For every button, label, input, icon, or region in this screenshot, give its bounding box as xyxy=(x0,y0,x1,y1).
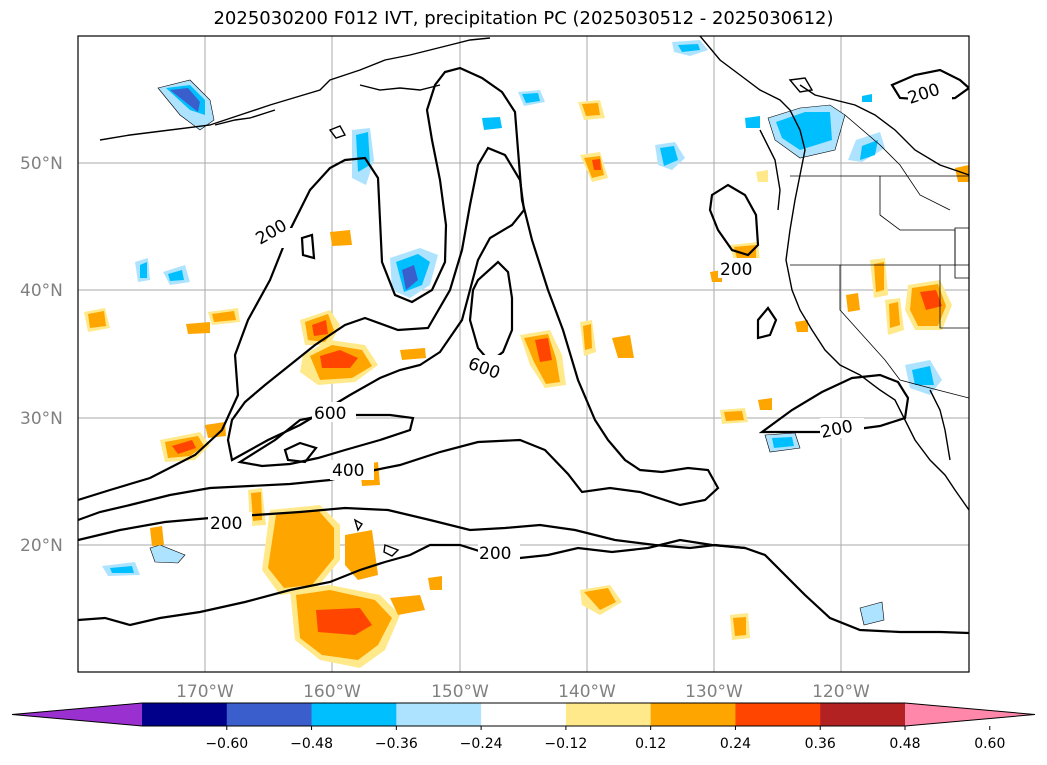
colorbar-swatch xyxy=(396,703,482,726)
colorbar-swatch xyxy=(142,703,228,726)
lat-label: 50°N xyxy=(20,154,63,174)
colorbar-swatch xyxy=(565,703,652,726)
colorbar-tick-label: 0.48 xyxy=(889,736,920,752)
latitude-labels: 50°N 40°N 30°N 20°N xyxy=(20,154,63,556)
lon-label: 120°W xyxy=(812,682,870,702)
political-borders xyxy=(790,114,969,399)
lat-label: 20°N xyxy=(20,536,63,556)
contour-label: 200 xyxy=(720,260,752,280)
map-content: 200 200 200 200 200 200 600 600 400 xyxy=(78,36,969,672)
colorbar-swatch xyxy=(311,703,397,726)
lon-label: 160°W xyxy=(303,682,361,702)
colorbar-tick-label: −0.36 xyxy=(375,736,418,752)
colorbar-tick-label: 0.36 xyxy=(805,736,836,752)
map-frame xyxy=(77,35,970,673)
coastlines xyxy=(99,36,969,557)
colorbar-swatch xyxy=(735,703,821,726)
lon-label: 170°W xyxy=(176,682,234,702)
ivt-contours xyxy=(78,66,969,635)
colorbar: −0.60 −0.48 −0.36 −0.24 −0.12 0.12 0.24 0.36 0.4… xyxy=(11,702,1036,752)
contour-label: 200 xyxy=(210,514,242,534)
colorbar-tick-label: 0.24 xyxy=(720,736,751,752)
contour-label: 600 xyxy=(314,404,346,424)
contour-label: 200 xyxy=(479,544,511,564)
colorbar-swatch xyxy=(226,703,313,726)
colorbar-tick-label: −0.24 xyxy=(460,736,503,752)
colorbar-tick-label: 0.60 xyxy=(974,736,1005,752)
lat-label: 30°N xyxy=(20,409,63,429)
contour-label: 400 xyxy=(332,461,364,481)
colorbar-outline xyxy=(11,702,1036,727)
colorbar-tick-label: −0.12 xyxy=(544,736,587,752)
lon-label: 130°W xyxy=(685,682,743,702)
colorbar-extend-low xyxy=(12,703,142,726)
colorbar-tick-label: 0.12 xyxy=(635,736,666,752)
colorbar-swatch xyxy=(820,703,906,726)
colorbar-extend-high xyxy=(905,703,1035,726)
map-title: 2025030200 F012 IVT, precipitation PC (2… xyxy=(213,8,834,29)
lat-label: 40°N xyxy=(20,281,63,301)
lon-label: 140°W xyxy=(558,682,616,702)
colorbar-swatch xyxy=(650,703,736,726)
colorbar-swatch xyxy=(481,703,567,726)
colorbar-tick-label: −0.48 xyxy=(290,736,333,752)
lon-label: 150°W xyxy=(431,682,489,702)
longitude-labels: 170°W 160°W 150°W 140°W 130°W 120°W xyxy=(176,682,870,702)
colorbar-tick-label: −0.60 xyxy=(205,736,248,752)
